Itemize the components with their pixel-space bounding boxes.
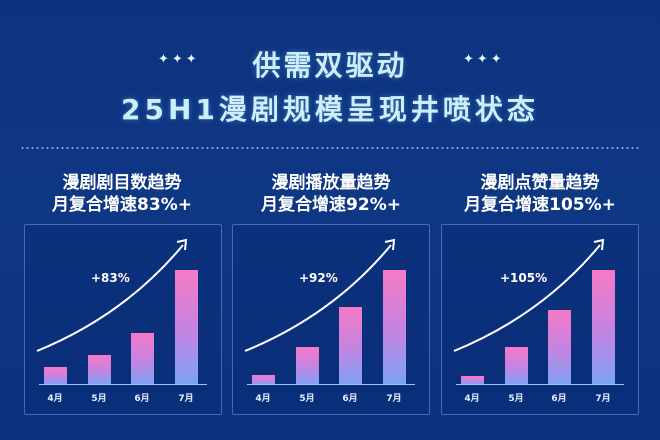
chart-subtitle: 月复合增速105%+ — [464, 195, 616, 215]
trend-arrow-icon — [453, 238, 605, 352]
chart-heading-episodes: 漫剧剧目数趋势 月复合增速83%+ — [22, 172, 222, 216]
x-label: 5月 — [299, 394, 315, 404]
x-label: 7月 — [386, 394, 402, 404]
dotted-divider — [20, 147, 640, 149]
bar-may — [88, 355, 111, 385]
bar-may — [296, 347, 319, 385]
chart-title: 漫剧点赞量趋势 — [480, 173, 600, 193]
chart-panel-plays: +92% 4月 5月 6月 7月 — [232, 224, 430, 415]
bar-jun — [131, 333, 154, 385]
bar-jul — [175, 270, 198, 385]
x-axis-line — [456, 384, 624, 385]
x-axis-line — [247, 384, 415, 385]
growth-label: +92% — [299, 271, 338, 285]
growth-label: +83% — [91, 271, 130, 285]
x-label: 6月 — [342, 394, 358, 404]
x-label: 4月 — [47, 394, 63, 404]
bar-jun — [339, 307, 362, 385]
x-label: 4月 — [255, 394, 271, 404]
bar-may — [505, 347, 528, 385]
x-label: 4月 — [464, 394, 480, 404]
chart-title: 漫剧播放量趋势 — [271, 173, 391, 193]
chart-panel-likes: +105% 4月 5月 6月 7月 — [441, 224, 639, 415]
chart-subtitle: 月复合增速92%+ — [261, 195, 401, 215]
chart-title: 漫剧剧目数趋势 — [62, 173, 182, 193]
chart-panel-episodes: +83% 4月 5月 6月 7月 — [24, 224, 222, 415]
sparkle-decoration-left: ✦✦✦ — [158, 52, 200, 67]
x-axis-line — [39, 384, 207, 385]
chart-subtitle: 月复合增速83%+ — [52, 195, 192, 215]
trend-arrow-icon — [244, 238, 396, 352]
bar-jul — [592, 270, 615, 385]
x-label: 5月 — [508, 394, 524, 404]
headline-line-2: 25H1漫剧规模呈现井喷状态 — [121, 93, 539, 126]
x-label: 6月 — [551, 394, 567, 404]
x-label: 6月 — [134, 394, 150, 404]
bar-apr — [461, 376, 484, 385]
bar-apr — [252, 375, 275, 385]
chart-heading-likes: 漫剧点赞量趋势 月复合增速105%+ — [440, 172, 640, 216]
headline-line-1: 供需双驱动 — [252, 49, 408, 82]
x-label: 5月 — [91, 394, 107, 404]
bar-jun — [548, 310, 571, 385]
growth-label: +105% — [500, 271, 548, 285]
bar-apr — [44, 367, 67, 385]
bar-jul — [383, 270, 406, 385]
x-label: 7月 — [178, 394, 194, 404]
sparkle-decoration-right: ✦✦✦ — [463, 52, 505, 67]
chart-heading-plays: 漫剧播放量趋势 月复合增速92%+ — [231, 172, 431, 216]
x-label: 7月 — [595, 394, 611, 404]
trend-arrow-icon — [36, 238, 188, 352]
